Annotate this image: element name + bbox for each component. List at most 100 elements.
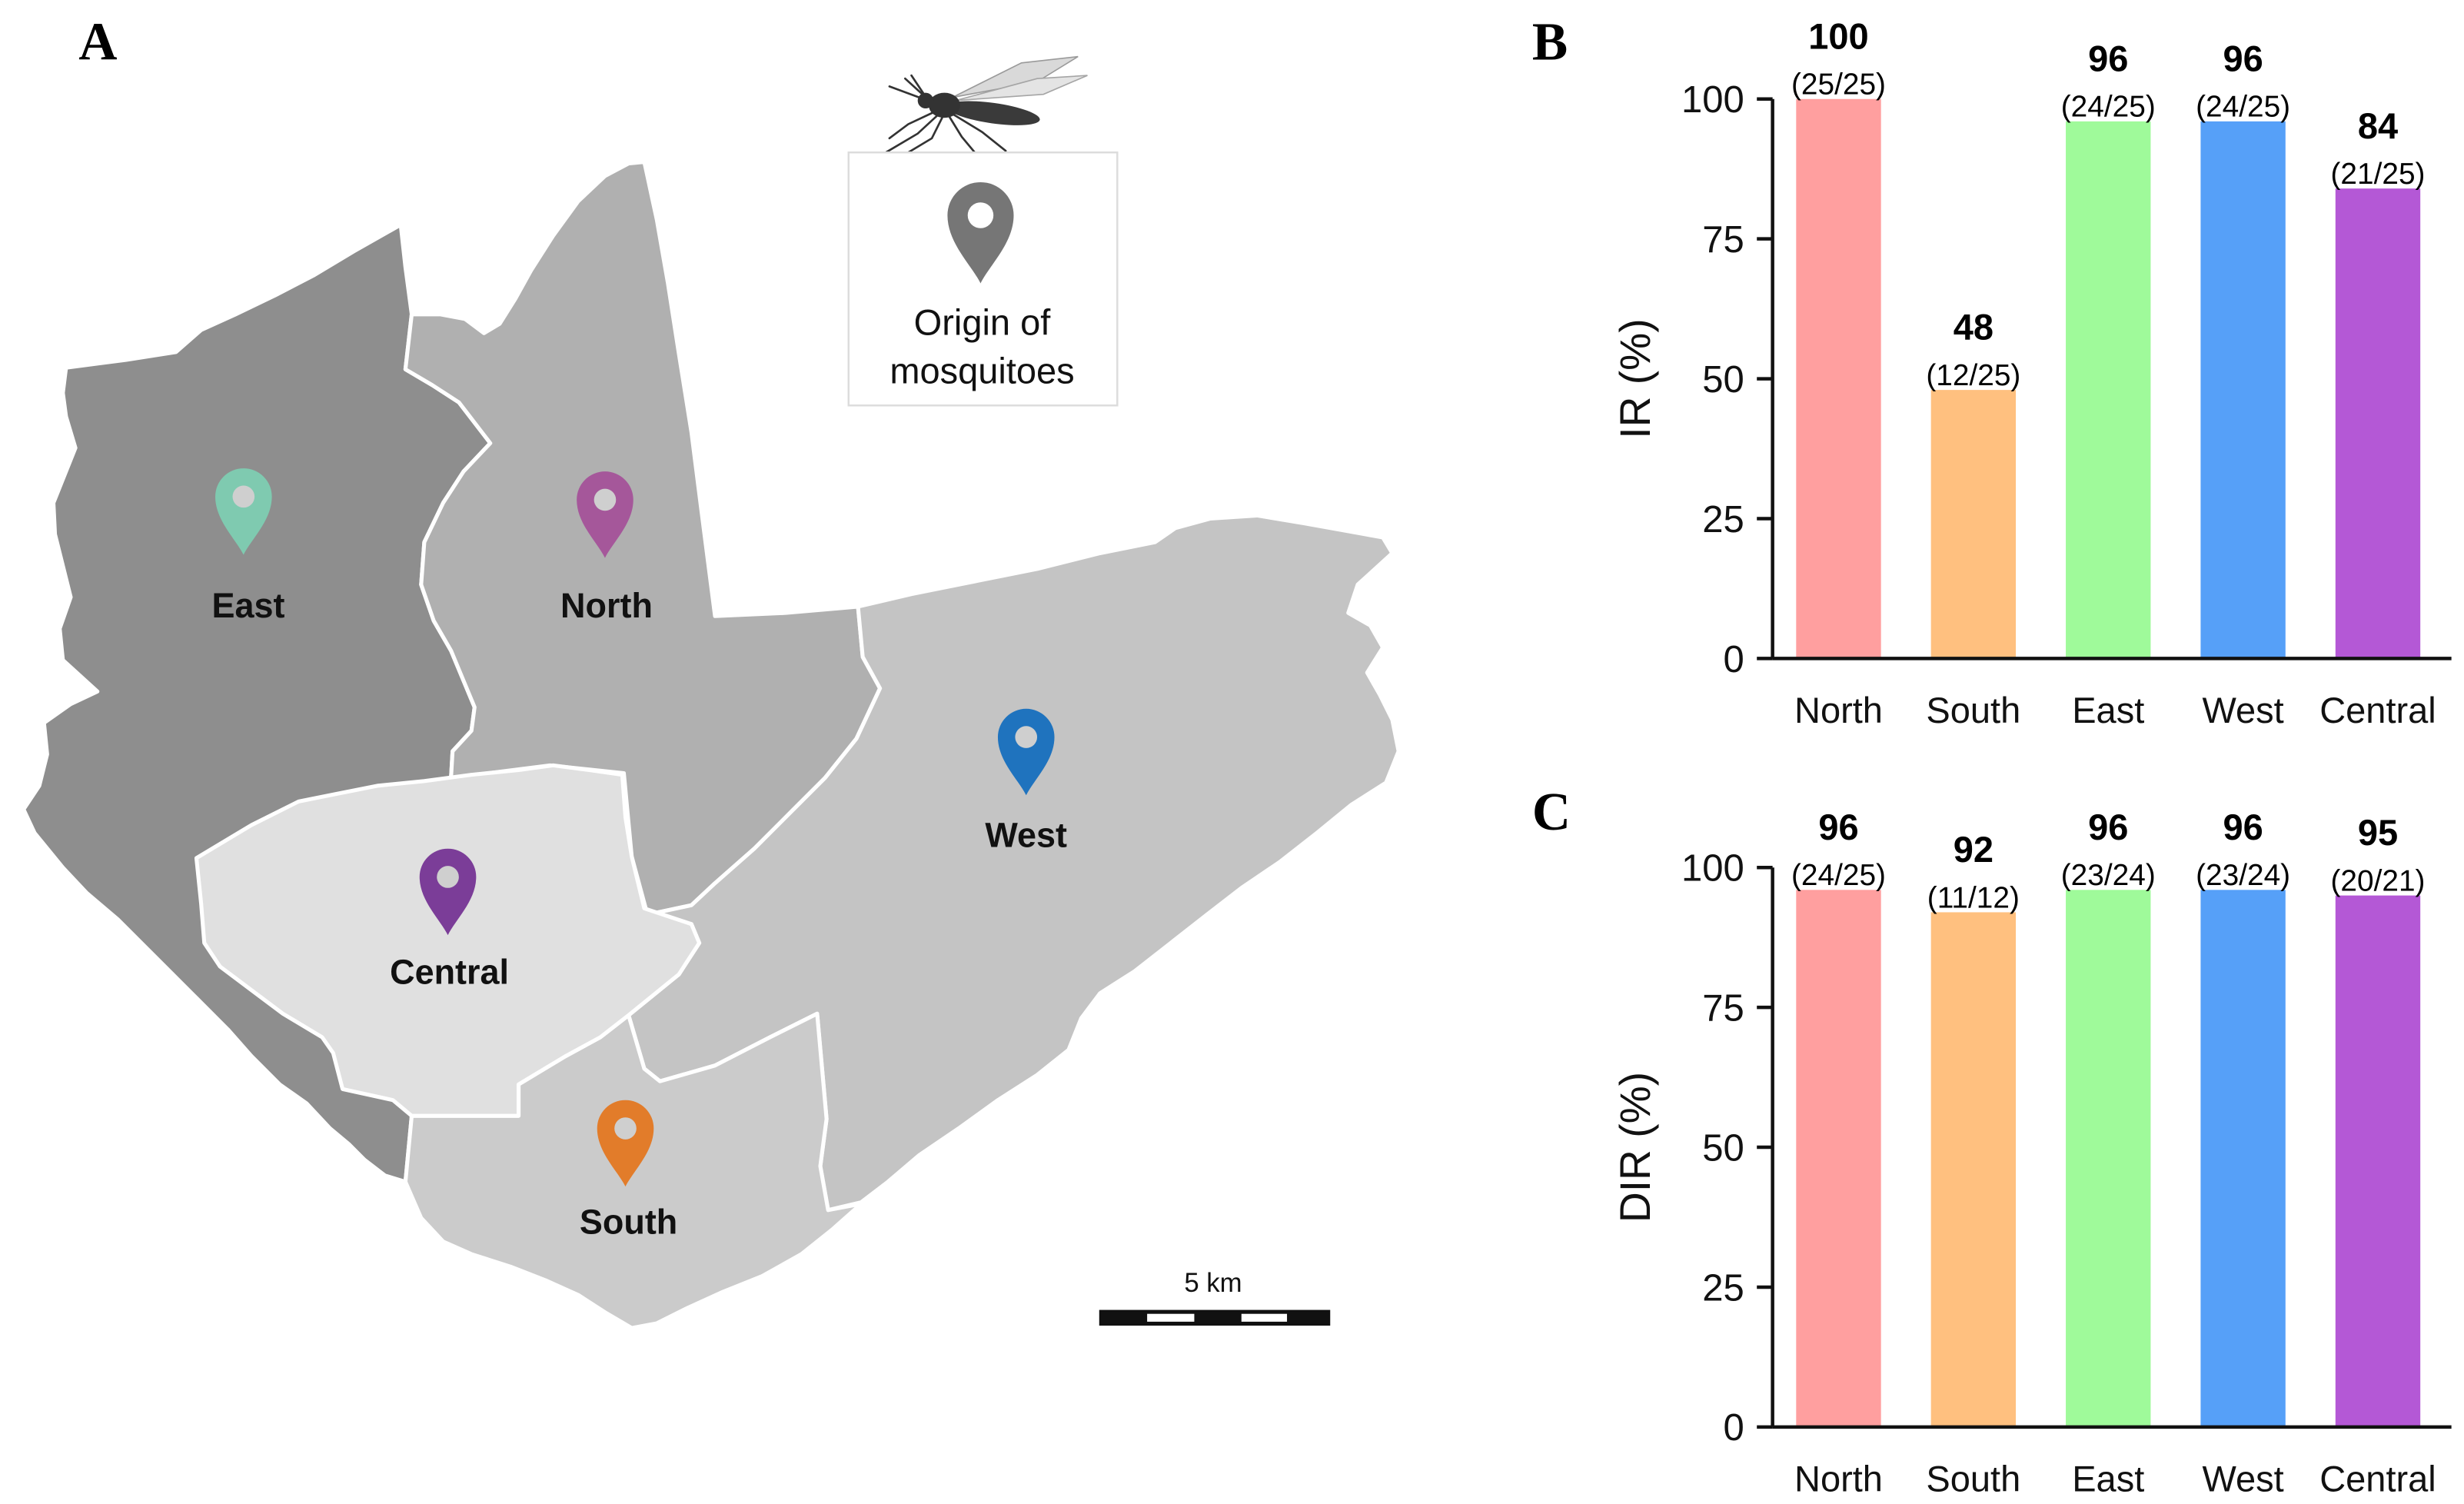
map-panel: A East North West Cen [22,13,1401,1330]
bar-central [2335,188,2421,659]
y-tick-label: 0 [1724,1407,1744,1449]
bar-central [2335,895,2421,1427]
north-pin-icon [577,471,633,558]
bar-west [2200,890,2286,1427]
mosquito-head [917,92,934,109]
value-label-north: 100 [1808,15,1868,56]
origin-pin-shape [947,181,1014,284]
panel-label-b: B [1532,13,1568,72]
value-label-south: 48 [1954,307,1993,348]
y-tick-label: 0 [1724,639,1744,680]
category-label-east: East [2072,1459,2144,1499]
value-label-central: 84 [2358,105,2398,146]
mosquito-leg [948,115,979,157]
category-label-central: Central [2319,1459,2436,1499]
mosquito-leg [907,115,944,154]
label-south: South [580,1202,677,1241]
bar-north [1796,98,1881,659]
scale-bar-segment [1241,1313,1288,1322]
label-north: North [560,586,653,625]
y-tick-label: 75 [1702,219,1744,261]
chart-ir: 100 (25/25) North 48 (12/25) South 96 (24/25) Ea… [1611,15,2452,730]
y-tick-label: 100 [1681,848,1744,890]
south-pin-icon [597,1100,654,1187]
value-label-east: 96 [2088,38,2128,78]
category-label-west: West [2203,1459,2284,1499]
origin-pin-dot [967,202,994,228]
origin-pin-icon [947,181,1014,284]
mosquito-leg [888,110,936,140]
east-pin-dot [232,485,255,508]
panel-label-c: C [1532,783,1571,842]
count-label-west: (24/25) [2196,91,2290,124]
mosquito-leg [882,113,939,155]
count-label-north: (24/25) [1791,859,1886,892]
south-pin-dot [614,1117,637,1140]
category-label-south: South [1926,1459,2020,1499]
bar-east [2066,121,2151,659]
mosquito-abdomen [946,101,1040,125]
value-label-north: 96 [1818,807,1858,847]
y-axis-label: DIR (%) [1611,1072,1659,1223]
scale-bar: 5 km [1099,1269,1331,1326]
west-pin-icon [997,708,1055,796]
count-label-east: (24/25) [2061,91,2156,124]
value-label-central: 95 [2358,812,2398,853]
bar-south [1930,912,2017,1427]
y-tick-label: 50 [1702,359,1744,401]
central-pin-shape [419,848,477,936]
category-label-north: North [1794,1459,1883,1499]
chart-dir: 96 (24/25) North 92 (11/12) South 96 (23/24) Eas… [1611,807,2452,1499]
central-pin-icon [419,848,477,936]
value-label-east: 96 [2088,807,2128,847]
value-label-west: 96 [2223,807,2263,847]
count-label-east: (23/24) [2061,859,2156,892]
y-tick-label: 25 [1702,499,1744,541]
north-pin-dot [594,488,617,511]
category-label-south: South [1926,690,2020,730]
east-pin-shape [215,468,272,555]
mosquito-leg [953,113,1007,152]
east-pin-icon [215,468,272,555]
bar-west [2200,121,2286,659]
mosquito-antennae [904,74,926,95]
bar-south [1930,390,2017,659]
label-central: Central [390,952,509,991]
mosquito-proboscis [888,85,921,99]
scale-bar-label: 5 km [1184,1269,1242,1298]
region-central [194,763,702,1118]
count-label-north: (25/25) [1791,68,1886,101]
label-west: West [985,816,1067,855]
count-label-west: (23/24) [2196,859,2290,892]
west-pin-shape [997,708,1055,796]
y-tick-label: 50 [1702,1127,1744,1169]
legend-line-2: mosquitoes [890,351,1074,391]
scale-bar-base [1099,1309,1331,1326]
count-label-central: (20/21) [2330,864,2425,897]
west-pin-dot [1015,726,1038,748]
label-east: East [211,586,284,625]
count-label-central: (21/25) [2330,158,2425,191]
bar-north [1796,890,1881,1427]
y-axis-label: IR (%) [1611,318,1659,438]
south-pin-shape [597,1100,654,1187]
category-label-east: East [2072,690,2144,730]
y-tick-label: 25 [1702,1267,1744,1309]
y-tick-label: 75 [1702,988,1744,1030]
central-pin-dot [437,866,459,888]
count-label-south: (11/12) [1927,881,2020,914]
value-label-south: 92 [1954,829,1993,870]
map-legend: Origin of mosquitoes [847,151,1119,407]
legend-line-1: Origin of [914,301,1052,342]
category-label-central: Central [2319,690,2436,730]
mosquito-wing-lower [955,75,1088,101]
panel-label-a: A [78,13,117,72]
y-tick-label: 100 [1681,79,1744,121]
scale-bar-segment [1147,1313,1195,1322]
category-label-west: West [2203,690,2284,730]
north-pin-shape [577,471,633,558]
category-label-north: North [1794,690,1883,730]
mosquito-thorax [929,92,960,118]
mosquito-icon [882,55,1088,157]
